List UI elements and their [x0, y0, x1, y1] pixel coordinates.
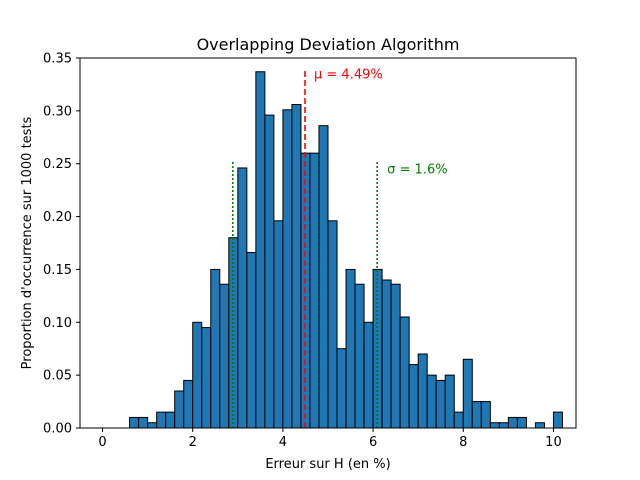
- histogram-bar: [237, 167, 248, 429]
- x-tick-label: 0: [98, 435, 106, 450]
- x-axis-ticks: 0 2 4 6 8 10: [98, 428, 562, 450]
- histogram-bar: [408, 364, 419, 429]
- histogram-bar: [471, 401, 482, 429]
- histogram-bar: [318, 125, 329, 429]
- histogram-bar: [516, 416, 527, 429]
- histogram-bar: [219, 283, 230, 429]
- histogram-bar: [453, 411, 464, 429]
- chart-title: Overlapping Deviation Algorithm: [197, 35, 460, 54]
- y-tick-label: 0.10: [43, 316, 72, 331]
- histogram-bar: [138, 416, 149, 429]
- histogram-bar: [246, 252, 257, 429]
- histogram-bar: [552, 411, 563, 429]
- histogram-bar: [363, 321, 374, 429]
- y-tick-label: 0.20: [43, 210, 72, 225]
- y-tick-label: 0.05: [43, 369, 72, 384]
- histogram-bar: [309, 152, 320, 429]
- x-tick-label: 4: [279, 435, 287, 450]
- histogram-bar: [435, 379, 446, 429]
- histogram-bar: [327, 220, 338, 429]
- histogram-bar: [354, 283, 365, 429]
- histogram-bar: [174, 390, 185, 429]
- plot-frame: [79, 57, 577, 429]
- mean-label: μ = 4.49%: [314, 68, 383, 83]
- histogram-bar: [192, 321, 203, 429]
- histogram-bar: [417, 353, 428, 429]
- sigma-label: σ = 1.6%: [387, 163, 447, 178]
- histogram-bar: [255, 71, 266, 429]
- histogram-bar: [129, 416, 140, 429]
- histogram-bar: [498, 422, 509, 429]
- histogram-bar: [390, 283, 401, 429]
- histogram-bar: [165, 411, 176, 429]
- histogram-bar: [381, 279, 392, 429]
- x-axis-title: Erreur sur H (en %): [265, 457, 390, 472]
- histogram-bar: [183, 379, 194, 429]
- histogram-bar: [264, 114, 275, 429]
- histogram-bar: [399, 316, 410, 429]
- x-tick-label: 6: [369, 435, 377, 450]
- histogram-bar: [201, 327, 212, 429]
- y-axis-ticks: 0.00 0.05 0.10 0.15 0.20 0.25 0.30 0.35: [43, 52, 80, 437]
- histogram-bar: [426, 374, 437, 429]
- histogram-bar: [345, 268, 356, 429]
- histogram-bar: [273, 220, 284, 429]
- x-tick-label: 2: [189, 435, 197, 450]
- histogram-bar: [462, 358, 473, 429]
- histogram-bar: [534, 422, 545, 429]
- y-axis-title: Proportion d'occurrence sur 1000 tests: [20, 116, 35, 369]
- histogram-bar: [507, 416, 518, 429]
- histogram-bar: [210, 268, 221, 429]
- histogram-bar: [489, 422, 500, 429]
- bars-group: [129, 71, 563, 429]
- x-tick-label: 8: [459, 435, 467, 450]
- histogram-bar: [372, 268, 383, 429]
- histogram-bar: [444, 374, 455, 429]
- annotations-group: μ = 4.49% σ = 1.6%: [232, 68, 448, 428]
- x-tick-label: 10: [545, 435, 562, 450]
- histogram-bar: [156, 411, 167, 429]
- y-tick-label: 0.35: [43, 52, 72, 67]
- histogram-bar: [480, 401, 491, 429]
- y-tick-label: 0.15: [43, 263, 72, 278]
- histogram-bar: [291, 104, 302, 429]
- y-tick-label: 0.00: [43, 422, 72, 437]
- histogram-bar: [282, 109, 293, 429]
- y-tick-label: 0.30: [43, 104, 72, 119]
- y-tick-label: 0.25: [43, 157, 72, 172]
- histogram-bar: [147, 422, 158, 429]
- histogram-bar: [336, 348, 347, 429]
